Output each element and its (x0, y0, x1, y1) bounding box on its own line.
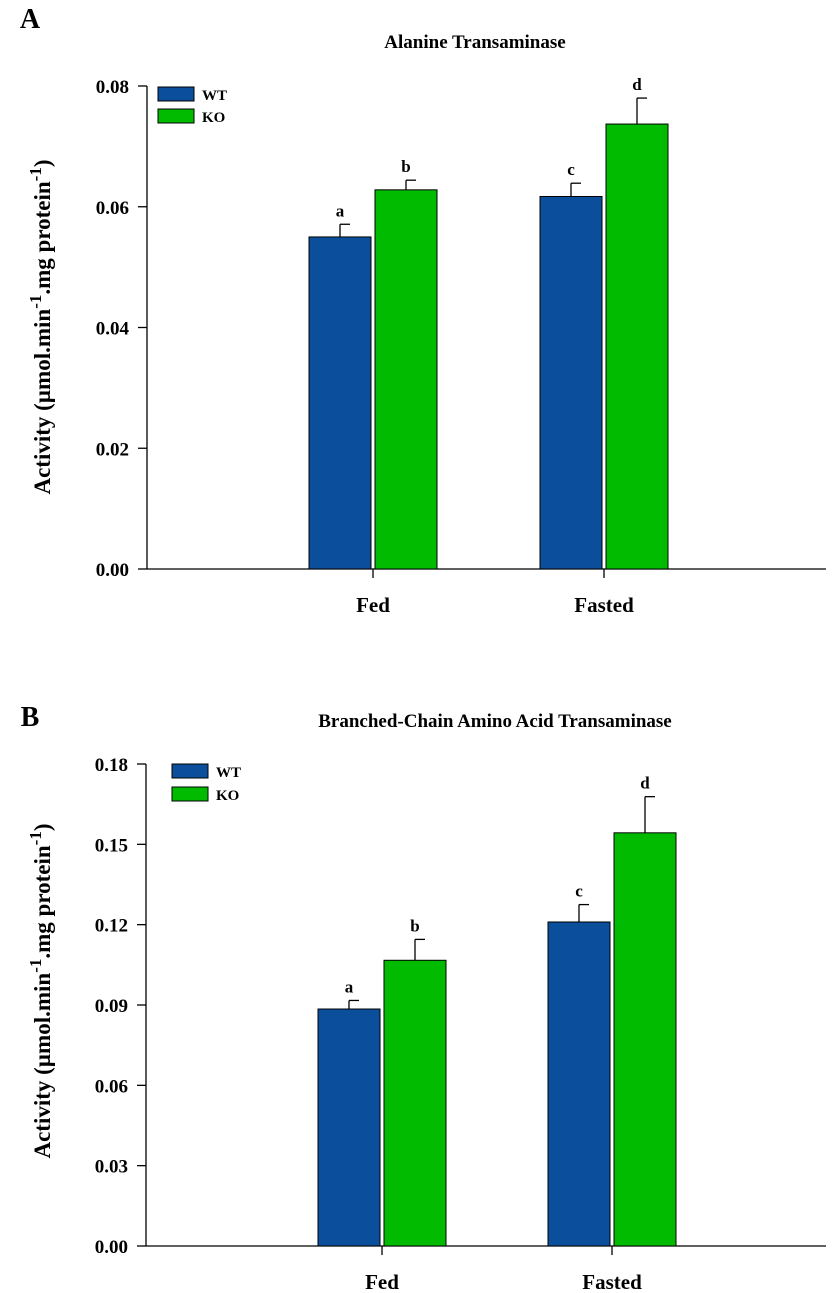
y-tick-label: 0.09 (95, 996, 128, 1017)
legend-swatch-wt (171, 763, 209, 779)
x-category-label: Fasted (582, 1270, 642, 1293)
significance-label: c (575, 882, 583, 901)
y-axis-label-superscript: -1 (26, 167, 45, 181)
y-axis-label-superscript: -1 (26, 295, 45, 309)
chart-panel-b: B Branched-Chain Amino Acid Transaminase 0… (0, 646, 832, 1293)
legend-label-ko: KO (216, 788, 239, 804)
significance-label: d (632, 75, 642, 94)
bar-wt-fed (317, 1008, 381, 1247)
panel-letter: B (21, 702, 40, 733)
y-axis-label-superscript: -1 (26, 831, 45, 845)
alanine-transaminase-chart: A Alanine Transaminase 0.00 0.02 0.04 0.06 0.0… (20, 4, 826, 617)
y-tick-label: 0.18 (95, 755, 128, 776)
legend-label-wt: WT (202, 88, 227, 104)
significance-label: b (410, 916, 419, 935)
y-axis-label: Activity (µmol.min-1.mg protein-1) (26, 823, 55, 1158)
significance-label: c (567, 160, 575, 179)
y-tick-label: 0.04 (96, 319, 130, 340)
y-tick-label: 0.06 (96, 198, 129, 219)
x-category-label: Fed (356, 593, 390, 617)
y-axis-label: Activity (µmol.min-1.mg protein-1) (26, 159, 55, 494)
bar-ko-fed (374, 189, 438, 570)
y-axis-label-superscript: -1 (26, 959, 45, 973)
y-tick-label: 0.02 (96, 439, 129, 460)
bar-wt-fed (308, 236, 372, 570)
x-category-label: Fed (365, 1270, 399, 1293)
x-category-label: Fasted (574, 593, 634, 617)
y-axis-label-text: Activity (µmol.min (30, 309, 55, 495)
y-tick-label: 0.03 (95, 1157, 128, 1178)
bar-wt-fasted (539, 195, 603, 570)
y-axis-label-text: .mg protein (30, 845, 55, 959)
chart-panel-a: A Alanine Transaminase 0.00 0.02 0.04 0.06 0.0… (0, 0, 832, 640)
y-axis-label-text: Activity (µmol.min (30, 973, 55, 1159)
bar-ko-fasted (605, 123, 669, 570)
bcaa-transaminase-chart: B Branched-Chain Amino Acid Transaminase 0… (21, 702, 826, 1293)
bar-ko-fasted (613, 832, 677, 1247)
y-tick-label: 0.12 (95, 916, 128, 937)
y-tick-label: 0.00 (95, 1237, 128, 1258)
legend-label-ko: KO (202, 110, 225, 126)
significance-label: a (336, 201, 345, 220)
y-axis-label-text: .mg protein (30, 181, 55, 295)
y-tick-label: 0.08 (96, 77, 129, 98)
y-tick-label: 0.00 (96, 560, 129, 581)
significance-label: d (640, 774, 650, 793)
legend-swatch-ko (157, 108, 195, 124)
legend-label-wt: WT (216, 765, 241, 781)
y-axis-label-text: ) (30, 159, 55, 167)
legend-swatch-wt (157, 86, 195, 102)
chart-title: Branched-Chain Amino Acid Transaminase (318, 711, 672, 732)
significance-label: b (401, 157, 410, 176)
y-tick-label: 0.06 (95, 1076, 128, 1097)
panel-letter: A (20, 4, 41, 35)
bar-wt-fasted (547, 921, 611, 1247)
bar-ko-fed (383, 959, 447, 1247)
significance-label: a (345, 977, 354, 996)
chart-title: Alanine Transaminase (384, 32, 565, 53)
legend-swatch-ko (171, 786, 209, 802)
y-tick-label: 0.15 (95, 835, 128, 856)
y-axis-label-text: ) (30, 823, 55, 831)
